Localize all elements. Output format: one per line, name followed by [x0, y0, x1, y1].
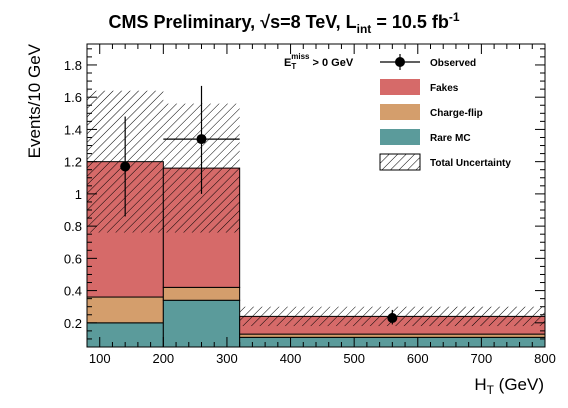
x-tick-label-500: 500 — [343, 351, 365, 366]
x-axis-label-sub: T — [487, 383, 495, 397]
x-tick-label-800: 800 — [534, 351, 556, 366]
met-annotation-main: E — [284, 57, 291, 69]
x-tick-label-200: 200 — [152, 351, 174, 366]
legend-swatch-total-uncertainty — [379, 153, 421, 171]
x-tick-label-600: 600 — [407, 351, 429, 366]
observed-point-2 — [387, 309, 398, 325]
legend-label-fakes: Fakes — [430, 83, 459, 94]
met-annotation: ETmiss > 0 GeV — [284, 52, 354, 71]
legend-label-total-uncertainty: Total Uncertainty — [430, 158, 511, 169]
y-axis-ticks: 0.2 0.4 0.6 0.8 1 1.2 1.4 1.6 1.8 — [64, 48, 545, 348]
legend-swatch-fakes — [380, 79, 420, 95]
legend-item-charge-flip: Charge-flip — [380, 104, 483, 120]
legend-label-charge-flip: Charge-flip — [430, 108, 483, 119]
charge-flip-bar-1 — [162, 286, 241, 301]
title-energy: s=8 TeV, L — [270, 12, 357, 32]
x-tick-label-100: 100 — [89, 351, 111, 366]
x-axis-label-main: H — [474, 375, 486, 394]
y-tick-label-1.6: 1.6 — [64, 90, 82, 105]
observed-marker-1 — [196, 134, 207, 145]
observed-point-0 — [120, 116, 131, 217]
title-sqrt: √ — [260, 12, 270, 32]
x-tick-label-300: 300 — [216, 351, 238, 366]
met-annotation-sub: T — [291, 62, 296, 71]
legend-label-observed: Observed — [430, 58, 476, 69]
x-axis-label-unit: (GeV) — [494, 375, 544, 394]
legend-item-total-uncertainty: Total Uncertainty — [379, 153, 511, 171]
y-tick-label-0.2: 0.2 — [64, 316, 82, 331]
y-tick-label-0.4: 0.4 — [64, 284, 82, 299]
y-axis-label: Events/10 GeV — [25, 43, 44, 158]
title-lumi-value: = 10.5 fb — [371, 12, 449, 32]
y-tick-label-1.2: 1.2 — [64, 155, 82, 170]
observed-points — [120, 85, 398, 325]
x-tick-label-700: 700 — [471, 351, 493, 366]
legend: Observed Fakes Charge-flip Rare MC Total Unc… — [379, 54, 511, 171]
y-tick-label-0.8: 0.8 — [64, 219, 82, 234]
title-lumi-sub: int — [357, 22, 372, 36]
chart-title: CMS Preliminary, √s=8 TeV, Lint = 10.5 f… — [108, 10, 459, 36]
legend-item-rare-mc: Rare MC — [380, 129, 471, 145]
title-prefix: CMS Preliminary, — [108, 12, 260, 32]
y-tick-label-1.8: 1.8 — [64, 58, 82, 73]
legend-item-observed: Observed — [380, 54, 476, 70]
met-annotation-sup: miss — [291, 52, 310, 61]
observed-marker-2 — [387, 312, 398, 323]
legend-observed-marker — [395, 57, 405, 67]
y-tick-label-1: 1 — [75, 187, 82, 202]
x-tick-label-400: 400 — [280, 351, 302, 366]
observed-point-1 — [163, 85, 240, 194]
observed-marker-0 — [120, 161, 131, 172]
y-tick-label-0.6: 0.6 — [64, 251, 82, 266]
charge-flip-bar-0 — [87, 296, 164, 324]
legend-label-rare-mc: Rare MC — [430, 133, 471, 144]
legend-item-fakes: Fakes — [380, 79, 459, 95]
y-tick-label-1.4: 1.4 — [64, 122, 82, 137]
legend-swatch-charge-flip — [380, 104, 420, 120]
met-annotation-rest: > 0 GeV — [309, 57, 353, 69]
x-axis-label: HT (GeV) — [474, 375, 544, 397]
legend-swatch-rare-mc — [380, 129, 420, 145]
title-lumi-sup: -1 — [449, 10, 460, 24]
